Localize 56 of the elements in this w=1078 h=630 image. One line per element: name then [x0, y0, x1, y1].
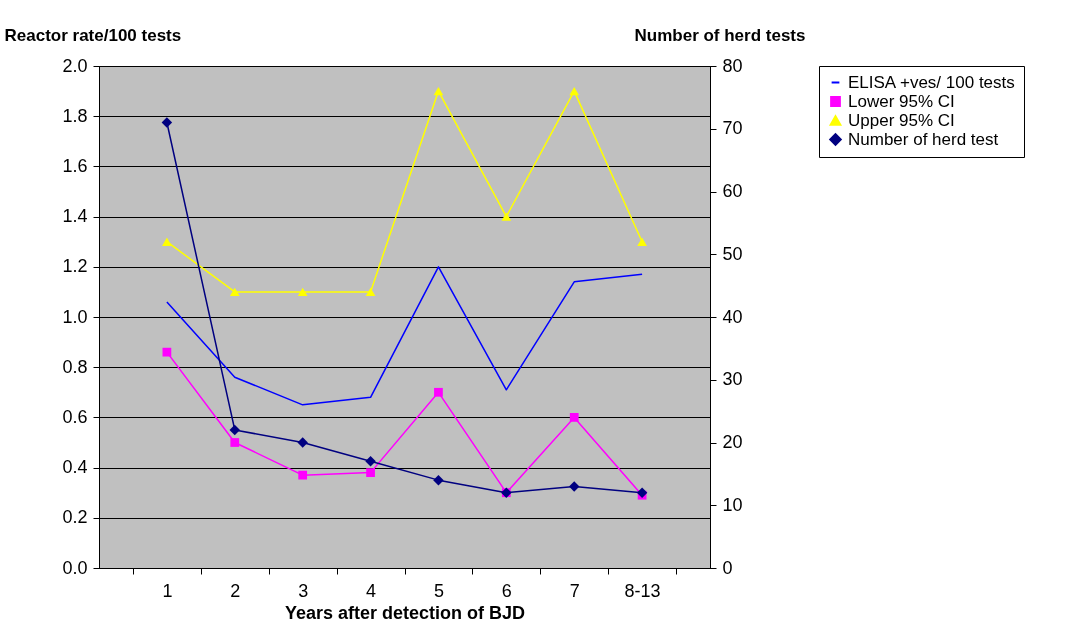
x-tick-label: 8-13: [624, 580, 661, 601]
y-tick-label: 0.2: [62, 507, 88, 528]
point: [433, 86, 444, 96]
point: [298, 470, 308, 480]
point: [230, 438, 240, 447]
y2-tick-label: 0: [722, 557, 733, 578]
point: [569, 86, 580, 96]
point: [297, 287, 308, 297]
y2-tick-label: 80: [722, 55, 743, 76]
y-tick-label: 1.4: [62, 206, 88, 227]
y2-tick-label: 40: [722, 306, 743, 327]
point: [366, 468, 375, 477]
legend-label: Upper 95% CI: [848, 110, 955, 130]
legend-label: ELISA +ves/ 100 tests: [848, 72, 1015, 92]
y-tick-label: 0.0: [62, 557, 88, 578]
y-tick-label: 0.6: [62, 406, 88, 427]
y2-tick-label: 10: [722, 494, 743, 515]
x-tick-label: 5: [433, 580, 444, 601]
point: [297, 437, 308, 448]
line-series: [166, 266, 643, 406]
x-tick-label: 6: [501, 580, 512, 601]
x-tick-label: 2: [230, 580, 241, 601]
point: [433, 474, 444, 486]
y-tick-label: 1.6: [62, 155, 88, 176]
point: [229, 424, 241, 436]
x-tick-label: 4: [366, 580, 377, 601]
y-tick-label: 0.8: [62, 356, 88, 377]
y2-tick-label: 50: [722, 243, 743, 264]
y-tick-label: 0.4: [62, 457, 88, 478]
x-tick-label: 1: [162, 580, 173, 601]
y-tick-label: 1.8: [62, 105, 88, 126]
y-tick-label: 1.0: [62, 306, 88, 327]
x-tick-label: 3: [298, 580, 309, 601]
point: [229, 287, 240, 297]
y-axis-title: Reactor rate/100 tests: [4, 25, 182, 45]
y2-tick-label: 30: [722, 369, 743, 390]
point: [501, 212, 512, 221]
y2-tick-label: 20: [722, 432, 743, 452]
x-tick-label: 7: [569, 580, 580, 601]
x-axis-title: Years after detection of BJD: [284, 602, 526, 623]
y2-tick-label: 60: [722, 181, 743, 201]
point: [161, 117, 173, 128]
point: [637, 237, 647, 246]
y2-axis-title: Number of herd tests: [634, 25, 806, 45]
point: [365, 456, 376, 467]
point: [569, 413, 579, 422]
point: [365, 287, 376, 297]
legend-label: Number of herd test: [848, 129, 999, 149]
point: [434, 387, 443, 397]
point: [162, 237, 172, 246]
point: [568, 481, 580, 492]
legend-label: Lower 95% CI: [848, 91, 955, 111]
y2-tick-label: 70: [722, 118, 743, 139]
y-tick-label: 1.2: [62, 256, 88, 277]
point: [162, 347, 172, 357]
y-tick-label: 2.0: [62, 55, 88, 76]
